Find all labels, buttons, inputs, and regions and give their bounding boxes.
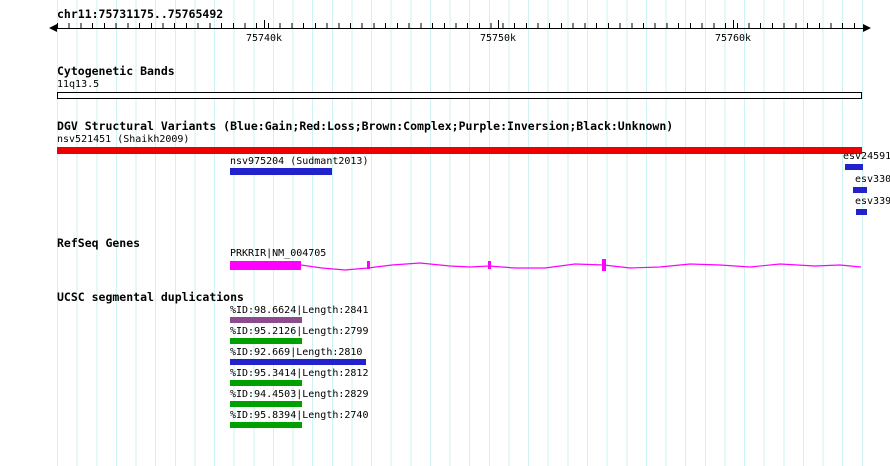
track-title-segdup: UCSC segmental duplications: [57, 290, 244, 304]
segdup-label[interactable]: %ID:92.669|Length:2810: [230, 347, 363, 358]
ruler-right-arrow-icon: [863, 24, 871, 32]
cytoband-glyph[interactable]: [57, 92, 862, 99]
segdup-label[interactable]: %ID:94.4503|Length:2829: [230, 389, 369, 400]
segdup-bar[interactable]: [230, 317, 302, 323]
tick-label: 75740k: [245, 33, 283, 44]
segdup-label[interactable]: %ID:95.8394|Length:2740: [230, 410, 369, 421]
ruler-major-tick: [264, 20, 265, 28]
ruler-line: [57, 28, 863, 29]
ruler-major-tick: [498, 20, 499, 28]
variant-label[interactable]: nsv521451 (Shaikh2009): [57, 134, 190, 145]
cytoband-label[interactable]: 11q13.5: [57, 79, 100, 90]
variant-bar-gain[interactable]: [856, 209, 867, 215]
variant-bar-gain[interactable]: [845, 164, 863, 170]
grid-lines: [57, 0, 863, 466]
segdup-bar[interactable]: [230, 338, 302, 344]
segdup-bar[interactable]: [230, 422, 302, 428]
ruler-major-tick: [733, 20, 734, 28]
variant-bar-gain[interactable]: [230, 168, 332, 175]
variant-bar-loss[interactable]: [57, 147, 862, 154]
gene-label[interactable]: PRKRIR|NM_004705: [230, 248, 327, 259]
segdup-bar[interactable]: [230, 401, 302, 407]
segdup-bar[interactable]: [230, 380, 302, 386]
tick-label: 75750k: [479, 33, 517, 44]
variant-bar-gain[interactable]: [853, 187, 867, 193]
tick-label: 75760k: [714, 33, 752, 44]
region-title: chr11:75731175..75765492: [57, 7, 224, 21]
segdup-bar[interactable]: [230, 359, 366, 365]
ruler-minor-ticks: [57, 23, 863, 28]
segdup-label[interactable]: %ID:95.2126|Length:2799: [230, 326, 369, 337]
track-title-dgv: DGV Structural Variants (Blue:Gain;Red:L…: [57, 119, 674, 133]
variant-label[interactable]: esv330: [855, 174, 890, 185]
track-title-cytobands: Cytogenetic Bands: [57, 64, 175, 78]
track-title-refseq: RefSeq Genes: [57, 236, 141, 250]
segdup-label[interactable]: %ID:98.6624|Length:2841: [230, 305, 369, 316]
variant-label[interactable]: esv24591: [843, 151, 890, 162]
variant-label[interactable]: esv339: [855, 196, 890, 207]
segdup-label[interactable]: %ID:95.3414|Length:2812: [230, 368, 369, 379]
ruler-left-arrow-icon: [49, 24, 57, 32]
variant-label[interactable]: nsv975204 (Sudmant2013): [230, 156, 369, 167]
